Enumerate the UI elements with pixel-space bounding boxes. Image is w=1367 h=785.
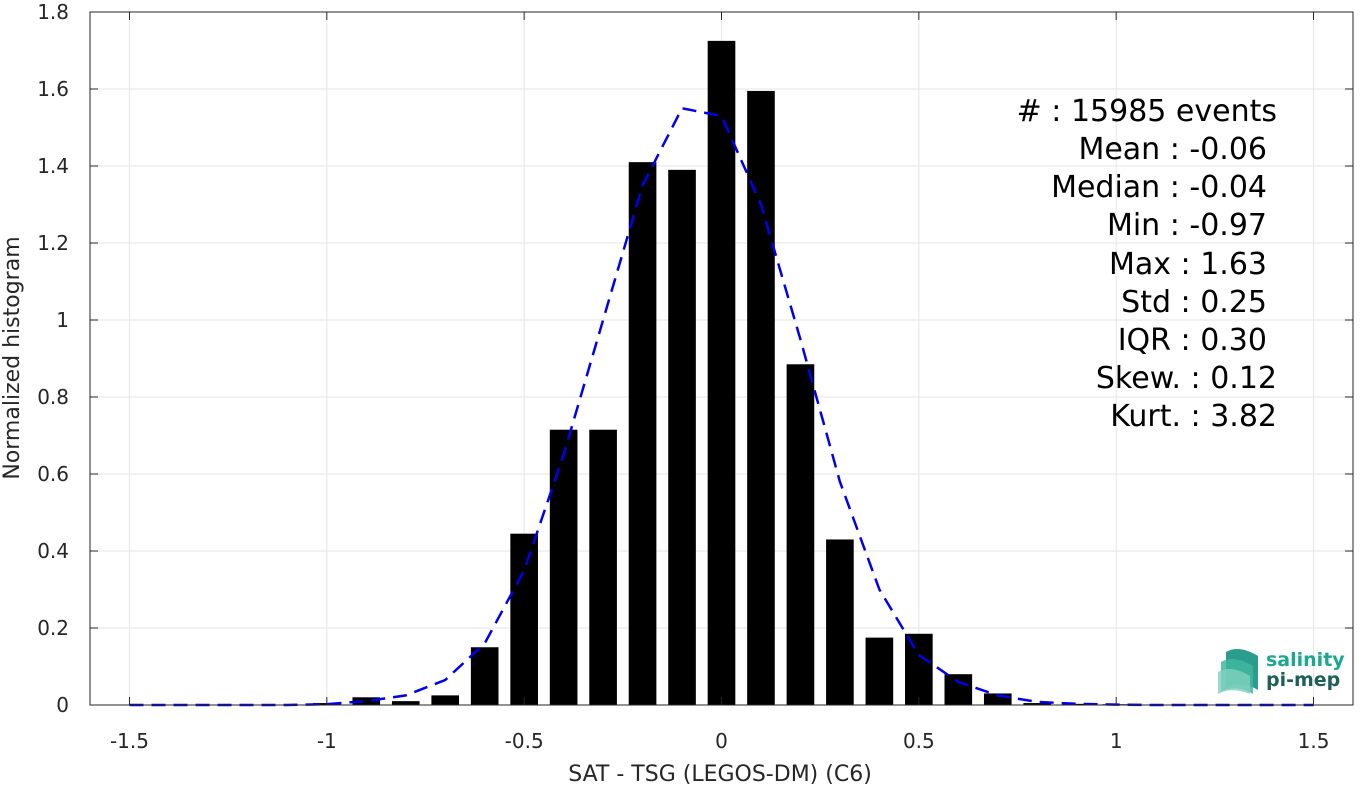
x-tick-label: -0.5	[505, 729, 544, 753]
histogram-bar	[431, 695, 460, 705]
x-tick-label: 1.5	[1298, 729, 1330, 753]
stat-events: # : 15985 events	[1017, 94, 1277, 129]
y-tick-label: 1.2	[37, 231, 69, 255]
y-tick-label: 1.8	[37, 0, 69, 24]
histogram-bar	[470, 647, 499, 705]
histogram-bar	[1062, 703, 1091, 705]
histogram-bar	[826, 539, 854, 705]
histogram-bar	[352, 697, 381, 705]
y-tick-label: 0	[56, 693, 69, 717]
y-axis-label: Normalized histogram	[0, 236, 25, 479]
y-tick-label: 0.8	[37, 385, 69, 409]
stats-annotation: # : 15985 events Mean : -0.06 Median : -…	[1017, 94, 1277, 434]
stat-max: Max : 1.63	[1109, 247, 1267, 282]
y-tick-label: 0.6	[37, 462, 69, 486]
salinity-pimep-logo: salinity pi-mep	[1218, 649, 1345, 694]
x-axis-label: SAT - TSG (LEGOS-DM) (C6)	[568, 762, 872, 785]
stat-min: Min : -0.97	[1107, 208, 1267, 243]
stat-skew: Skew. : 0.12	[1096, 361, 1277, 396]
stat-kurt: Kurt. : 3.82	[1110, 399, 1277, 434]
logo-wave-icon	[1218, 649, 1258, 694]
x-tick-label: -1	[317, 729, 337, 753]
x-tick-label: -1.5	[110, 729, 149, 753]
y-tick-label: 0.2	[37, 616, 69, 640]
x-tick-label: 1	[1110, 729, 1123, 753]
histogram-bar	[549, 429, 578, 705]
histogram-bar	[905, 633, 933, 705]
logo-line1: salinity	[1266, 649, 1345, 671]
histogram-bar	[1023, 703, 1052, 705]
histogram-bar	[589, 429, 617, 705]
y-tick-label: 0.4	[37, 539, 69, 563]
stat-mean: Mean : -0.06	[1078, 132, 1267, 167]
histogram-bar	[865, 637, 894, 705]
histogram-bar	[707, 40, 736, 705]
histogram-bars	[312, 40, 1328, 706]
stat-iqr: IQR : 0.30	[1118, 323, 1267, 358]
histogram-bar	[510, 533, 538, 705]
logo-line2: pi-mep	[1266, 669, 1340, 691]
y-tick-label: 1	[56, 308, 69, 332]
stat-std: Std : 0.25	[1121, 285, 1267, 320]
y-tick-label: 1.4	[37, 154, 69, 178]
histogram-bar	[391, 701, 420, 705]
x-tick-label: 0	[715, 729, 728, 753]
x-tick-label: 0.5	[903, 729, 935, 753]
histogram-bar	[747, 90, 775, 706]
axis-ticks: -1.5 -1 -0.5 0 0.5 1 1.5 0 0.2 0.4 0.6 0.8 1 1.2 1.4 1.…	[37, 0, 1353, 753]
histogram-bar	[983, 693, 1012, 705]
histogram-bar	[786, 364, 815, 705]
y-tick-label: 1.6	[37, 77, 69, 101]
histogram-bar	[668, 169, 696, 706]
histogram-bar	[628, 162, 657, 705]
stat-median: Median : -0.04	[1051, 170, 1267, 205]
histogram-bar	[944, 674, 973, 705]
